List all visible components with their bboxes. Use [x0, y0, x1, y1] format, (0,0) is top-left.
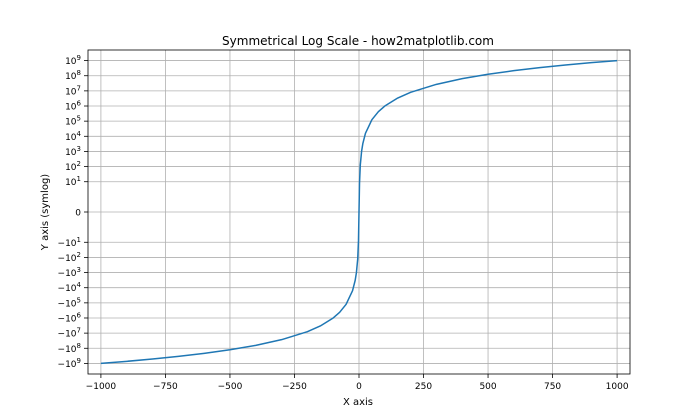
y-tick-label: 107 — [65, 84, 81, 97]
y-tick-label: 108 — [65, 69, 81, 82]
y-tick-label: 102 — [65, 160, 81, 173]
y-tick-label: −106 — [58, 311, 82, 324]
y-tick-label: 104 — [65, 130, 81, 143]
x-tick-label: 0 — [356, 382, 362, 392]
y-tick-label: −103 — [58, 266, 81, 279]
y-tick-label: −105 — [58, 296, 81, 309]
x-tick-label: 250 — [415, 382, 432, 392]
y-axis-label: Y axis (symlog) — [40, 174, 51, 252]
y-tick-label: −104 — [58, 281, 82, 294]
y-tick-label: 106 — [65, 100, 81, 113]
y-tick-label: −109 — [58, 357, 81, 370]
y-tick-label: 105 — [65, 115, 81, 128]
plot-area — [100, 59, 618, 365]
y-tick-label: −102 — [58, 251, 81, 264]
x-tick-label: −250 — [282, 382, 307, 392]
x-tick-label: 1000 — [606, 382, 629, 392]
x-tick-label: −750 — [153, 382, 178, 392]
x-tick-label: 750 — [544, 382, 561, 392]
y-axis: −109 −108 −107 −106 −105 −104 −103 −102 −101 0 101… — [58, 54, 88, 370]
y-tick-label: 103 — [65, 145, 81, 158]
y-tick-label: −108 — [58, 342, 81, 355]
y-tick-label: −107 — [58, 327, 81, 340]
series-line — [100, 59, 618, 365]
x-tick-label: −500 — [218, 382, 243, 392]
x-tick-label: −1000 — [86, 382, 117, 392]
x-axis-label: X axis — [343, 397, 373, 408]
y-tick-label: −101 — [58, 236, 81, 249]
x-axis: −1000 −750 −500 −250 0 250 500 750 1000 — [86, 374, 629, 392]
y-tick-label: 0 — [75, 209, 81, 219]
y-tick-label: 101 — [65, 175, 81, 188]
chart-title: Symmetrical Log Scale - how2matplotlib.c… — [222, 34, 494, 48]
y-tick-label: 109 — [65, 54, 81, 67]
x-tick-label: 500 — [479, 382, 496, 392]
